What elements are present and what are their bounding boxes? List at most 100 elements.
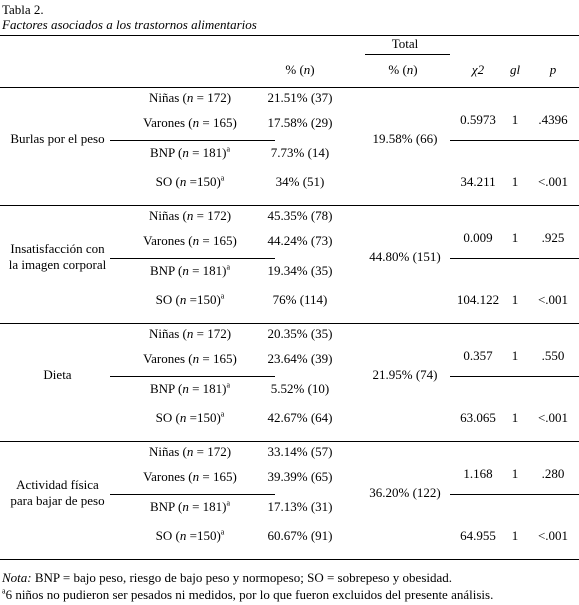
- text-part: SO (: [155, 174, 180, 189]
- text-part: Burlas por el peso: [10, 131, 105, 146]
- test-gl: 1: [511, 230, 519, 245]
- text-part: n: [179, 174, 187, 189]
- text-part: = 165): [199, 233, 237, 248]
- test-p: <.001: [537, 528, 569, 543]
- row-pct: 42.67% (64): [267, 410, 333, 425]
- row-pct: 17.13% (31): [267, 499, 333, 514]
- rule: [450, 376, 579, 377]
- text-part: = 181): [188, 499, 227, 514]
- text-part: para bajar de peso: [10, 493, 105, 508]
- text-part: = 181): [188, 145, 227, 160]
- row-pct: 39.39% (65): [267, 469, 333, 484]
- group-total: 44.80% (151): [369, 249, 441, 264]
- test-p: .280: [541, 466, 565, 481]
- subtitle: Factores asociados a los trastornos alim…: [2, 17, 257, 32]
- rule: [110, 258, 275, 259]
- test-p: .925: [541, 230, 565, 245]
- row-pct: 19.34% (35): [267, 263, 333, 278]
- group-label: Dieta: [0, 367, 115, 383]
- rule: [110, 376, 275, 377]
- text-part: SO (: [155, 528, 180, 543]
- row-pct: 5.52% (10): [270, 381, 330, 396]
- rule: [0, 35, 579, 36]
- text-part: Varones (: [143, 351, 193, 366]
- text-part: n: [182, 381, 189, 396]
- test-chi: 63.065: [460, 410, 496, 425]
- text-part: n: [186, 90, 194, 105]
- row-label: Niñas (n = 172): [115, 90, 265, 106]
- header-total-pct: % (n): [363, 62, 443, 78]
- rule: [110, 140, 275, 141]
- text-part: n: [182, 145, 189, 160]
- test-gl: 1: [511, 528, 519, 543]
- text-part: = 172): [193, 90, 232, 105]
- row-pct: 21.51% (37): [267, 90, 333, 105]
- text-part: n: [186, 326, 194, 341]
- rule: [365, 54, 450, 55]
- header-chi: χ2: [471, 62, 485, 77]
- test-gl: 1: [511, 112, 519, 127]
- header-total: Total: [391, 36, 419, 51]
- row-pct: 33.14% (57): [267, 444, 333, 459]
- text-part: a: [220, 409, 225, 419]
- text-part: = 165): [199, 351, 237, 366]
- text-part: n: [192, 115, 200, 130]
- text-part: a: [226, 144, 231, 154]
- text-part: Dieta: [43, 367, 72, 382]
- text-part: = 181): [188, 263, 227, 278]
- row-pct: 60.67% (91): [267, 528, 333, 543]
- text-part: Actividad física: [16, 477, 99, 492]
- header-pct: % (n): [260, 62, 340, 78]
- test-chi: 104.122: [456, 292, 500, 307]
- row-label: BNP (n = 181)a: [115, 263, 265, 279]
- row-label: SO (n =150)a: [115, 292, 265, 308]
- group-total: 19.58% (66): [372, 131, 438, 146]
- title: Tabla 2.: [2, 2, 44, 17]
- group-label: Burlas por el peso: [0, 131, 115, 147]
- text-part: Niñas (: [148, 208, 187, 223]
- text-part: n: [192, 233, 200, 248]
- test-chi: 1.168: [463, 466, 493, 481]
- text-part: = 181): [188, 381, 227, 396]
- text-part: n: [406, 62, 414, 77]
- text-part: la imagen corporal: [8, 257, 107, 272]
- text-part: = 172): [193, 444, 232, 459]
- row-label: Niñas (n = 172): [115, 208, 265, 224]
- text-part: Nota:: [2, 570, 32, 585]
- row-pct: 7.73% (14): [270, 145, 330, 160]
- row-label: Niñas (n = 172): [115, 444, 265, 460]
- row-label: BNP (n = 181)a: [115, 381, 265, 397]
- text-part: Insatisfacción con: [10, 241, 105, 256]
- test-gl: 1: [511, 174, 519, 189]
- text-part: Varones (: [143, 115, 193, 130]
- row-pct: 45.35% (78): [267, 208, 333, 223]
- rule: [0, 87, 579, 88]
- text-part: Niñas (: [148, 444, 187, 459]
- text-part: = 172): [193, 326, 232, 341]
- text-part: Niñas (: [148, 90, 187, 105]
- text-part: n: [179, 292, 187, 307]
- test-chi: 34.211: [460, 174, 496, 189]
- group-total: 36.20% (122): [369, 485, 441, 500]
- row-pct: 44.24% (73): [267, 233, 333, 248]
- text-part: = 165): [199, 115, 237, 130]
- test-chi: 0.357: [463, 348, 493, 363]
- rule: [0, 323, 579, 324]
- text-part: BNP (: [149, 145, 183, 160]
- text-part: Varones (: [143, 469, 193, 484]
- row-label: SO (n =150)a: [115, 174, 265, 190]
- text-part: a: [226, 262, 231, 272]
- test-p: .4396: [538, 112, 568, 127]
- text-part: n: [182, 263, 189, 278]
- row-label: SO (n =150)a: [115, 528, 265, 544]
- text-part: n: [179, 528, 187, 543]
- rule: [450, 140, 579, 141]
- text-part: 6 niños no pudieron ser pesados ni medid…: [5, 587, 494, 602]
- test-chi: 0.5973: [460, 112, 496, 127]
- group-label: Actividad física para bajar de peso: [0, 477, 115, 509]
- test-p: .550: [541, 348, 565, 363]
- text-part: = 165): [199, 469, 237, 484]
- row-label: BNP (n = 181)a: [115, 145, 265, 161]
- text-part: BNP (: [149, 263, 183, 278]
- test-p: <.001: [537, 174, 569, 189]
